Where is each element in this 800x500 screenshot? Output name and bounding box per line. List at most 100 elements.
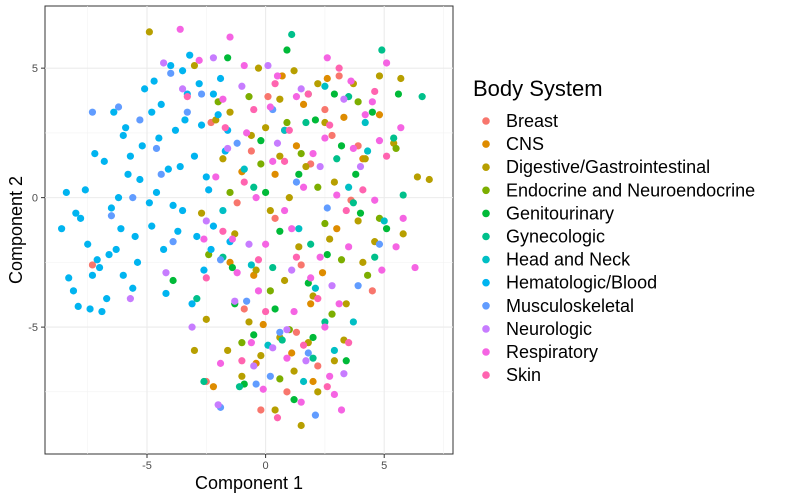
data-point [309, 150, 317, 158]
data-point [197, 121, 206, 129]
data-point [138, 142, 146, 150]
data-point [314, 295, 322, 303]
data-point [155, 134, 163, 142]
data-point [250, 362, 258, 370]
data-point [207, 245, 215, 254]
x-tick-label: 0 [263, 460, 269, 472]
data-point [290, 307, 298, 316]
legend-key [482, 371, 490, 379]
data-point [271, 406, 279, 414]
data-point [214, 401, 222, 409]
data-point [342, 206, 350, 215]
data-point [262, 307, 270, 316]
legend-key [482, 140, 490, 148]
data-point [276, 328, 284, 336]
data-point [119, 131, 127, 140]
data-point [254, 287, 263, 295]
data-point [245, 240, 253, 248]
data-point [91, 150, 99, 158]
data-point [333, 155, 341, 163]
data-point [107, 204, 116, 212]
data-point [254, 256, 263, 264]
data-point [297, 398, 305, 406]
data-point [231, 297, 239, 305]
data-point [380, 217, 388, 225]
data-point [262, 124, 270, 132]
data-point [209, 383, 218, 391]
data-point [297, 85, 305, 93]
data-point [148, 222, 156, 230]
data-point [354, 282, 362, 290]
data-point [174, 227, 182, 235]
legend-title: Body System [473, 76, 603, 101]
data-point [216, 256, 225, 264]
legend-key [482, 348, 490, 356]
data-point [302, 162, 310, 171]
data-point [145, 199, 153, 207]
data-point [224, 54, 232, 62]
data-point [238, 372, 246, 380]
data-point [262, 188, 270, 197]
data-point [349, 318, 357, 326]
data-point [314, 80, 322, 88]
x-tick-label: 5 [381, 460, 387, 472]
data-point [283, 118, 291, 127]
data-point [262, 240, 270, 248]
data-point [117, 225, 125, 233]
data-point [337, 256, 346, 264]
data-point [226, 33, 234, 41]
data-point [209, 90, 218, 98]
data-point [375, 72, 384, 80]
data-point [65, 274, 73, 282]
data-point [250, 105, 258, 114]
data-point [371, 253, 379, 261]
data-point [264, 93, 272, 101]
data-point [304, 90, 312, 98]
data-point [397, 74, 405, 83]
data-point [397, 124, 405, 132]
data-point [240, 61, 248, 70]
data-point [378, 46, 386, 54]
data-point [243, 129, 251, 137]
data-point [359, 258, 367, 266]
data-point [250, 331, 258, 339]
data-point [247, 339, 255, 347]
data-point [307, 240, 315, 248]
legend-label: Neurologic [506, 319, 592, 339]
x-axis-title: Component 1 [195, 473, 303, 493]
data-point [309, 333, 317, 342]
data-point [200, 266, 208, 274]
data-point [276, 95, 284, 103]
data-point [84, 240, 92, 248]
data-point [110, 108, 118, 116]
data-point [340, 370, 348, 378]
data-point [190, 346, 199, 355]
data-point [259, 320, 267, 329]
data-point [356, 209, 365, 217]
data-point [337, 406, 346, 414]
data-point [247, 261, 255, 269]
legend-key [482, 302, 490, 310]
legend-label: Head and Neck [506, 250, 631, 270]
data-point [167, 69, 175, 77]
data-point [368, 98, 376, 106]
data-point [290, 367, 298, 375]
data-point [228, 235, 236, 243]
data-point [119, 271, 127, 279]
data-point [337, 142, 346, 150]
data-point [354, 217, 362, 225]
data-point [202, 274, 210, 282]
data-point [335, 72, 343, 80]
data-point [145, 28, 153, 36]
data-point [345, 183, 353, 191]
legend-key [482, 163, 490, 171]
data-point [392, 243, 400, 251]
data-point [349, 199, 357, 207]
data-point [273, 72, 282, 80]
legend-key [482, 117, 490, 125]
data-point [352, 170, 360, 178]
data-point [347, 77, 355, 85]
data-point [283, 326, 291, 334]
data-point [345, 243, 353, 251]
